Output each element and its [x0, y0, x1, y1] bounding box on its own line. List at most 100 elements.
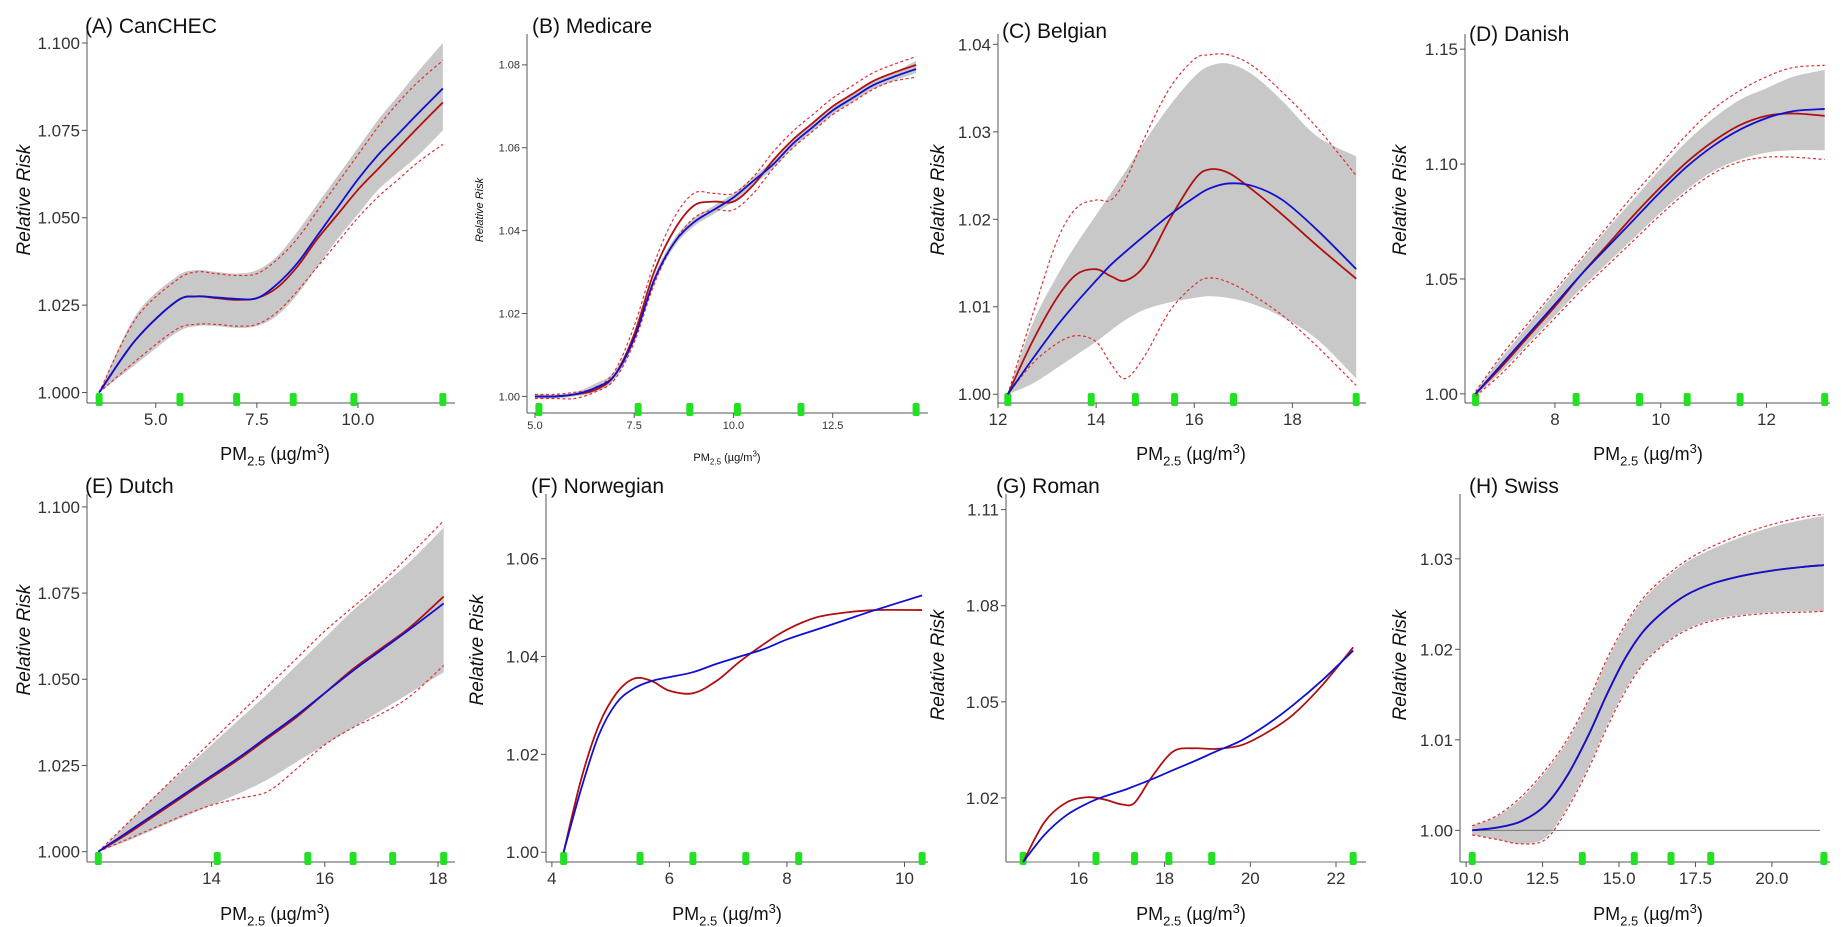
chart-chart-7-xtick-label: 12.5	[1526, 869, 1559, 888]
chart-chart-6-ylabel: Relative Risk	[928, 608, 949, 720]
chart-chart-4-xlabel: PM2.5 (µg/m3)	[220, 901, 330, 927]
chart-chart-2-knot-marker	[1087, 393, 1095, 406]
chart-chart-3-knot-marker	[1736, 393, 1744, 406]
chart-chart-1-knot-marker	[634, 403, 642, 416]
chart-chart-0-ytick-label: 1.000	[37, 383, 80, 402]
chart-chart-7-ci-upper-line	[1472, 513, 1824, 827]
chart-chart-4-xtick-label: 14	[202, 869, 221, 888]
chart-chart-1-ci-lower-line	[534, 76, 917, 400]
chart-chart-5-xtick-label: 8	[782, 869, 791, 888]
panel-0: 1.000 1.025 1.050 1.075 1.100 5.0 7.5 10.0 (A) C…	[14, 15, 455, 468]
chart-chart-0-confidence-band	[99, 42, 443, 393]
chart-chart-3-ci-upper-line	[1475, 64, 1825, 392]
chart-chart-2-xtick-label: 18	[1283, 410, 1302, 429]
panel-6: 1.02 1.05 1.08 1.11 16 18 20 22 (G) Roman PM2.5 (…	[928, 475, 1366, 927]
chart-chart-4-series-line	[97, 602, 445, 853]
chart-chart-3-ylabel: Relative Risk	[1390, 143, 1411, 255]
chart-chart-6-knot-marker	[1092, 852, 1100, 865]
chart-chart-5-title: (F) Norwegian	[531, 475, 664, 498]
chart-chart-1-xtick-label: 10.0	[723, 420, 744, 432]
chart-chart-7-ylabel: Relative Risk	[1390, 608, 1411, 720]
chart-chart-6-knot-marker	[1165, 852, 1173, 865]
panel-5: 1.00 1.02 1.04 1.06 4 6 8 10 (F) Norwegian PM2.5 …	[467, 475, 928, 927]
chart-chart-6-ytick-label: 1.05	[966, 693, 999, 712]
chart-chart-0-title: (A) CanCHEC	[85, 15, 217, 38]
chart-chart-0-knot-marker	[289, 393, 297, 406]
chart-chart-5-knot-marker	[560, 852, 568, 865]
chart-chart-7-xtick-label: 10.0	[1450, 869, 1483, 888]
chart-chart-7-knot-marker	[1578, 852, 1586, 865]
chart-chart-3-xtick-label: 10	[1651, 410, 1670, 429]
chart-chart-0-xlabel: PM2.5 (µg/m3)	[220, 441, 330, 469]
chart-chart-1-xtick-label: 12.5	[822, 420, 843, 432]
chart-chart-5-series-line	[562, 608, 923, 853]
chart-chart-6-ytick-label: 1.02	[966, 789, 999, 808]
chart-chart-2-ci-upper-line	[1007, 53, 1357, 395]
chart-chart-3-xtick-label: 8	[1550, 410, 1559, 429]
chart-chart-5-ytick-label: 1.04	[506, 647, 539, 666]
chart-chart-4-knot-marker	[440, 852, 448, 865]
chart-chart-7-ytick-label: 1.01	[1420, 731, 1453, 750]
chart-chart-7-knot-marker	[1707, 852, 1715, 865]
chart-chart-6-series-line	[1022, 649, 1354, 863]
chart-chart-1-ylabel: Relative Risk	[474, 177, 486, 242]
chart-chart-3-knot-marker	[1636, 393, 1644, 406]
chart-chart-5-xtick-label: 10	[895, 869, 914, 888]
chart-chart-6-series-line	[1022, 646, 1354, 863]
chart-chart-3-ytick-label: 1.00	[1425, 385, 1458, 404]
chart-chart-4-ci-upper-line	[97, 520, 445, 853]
chart-chart-0-xtick-label: 7.5	[245, 410, 269, 429]
chart-chart-6-xlabel: PM2.5 (µg/m3)	[1136, 901, 1246, 927]
chart-chart-1-knot-marker	[535, 403, 543, 416]
chart-chart-5-knot-marker	[636, 852, 644, 865]
chart-chart-7-xtick-label: 17.5	[1679, 869, 1712, 888]
chart-chart-3-ci-lower-line	[1475, 156, 1825, 397]
chart-chart-5-xtick-label: 6	[665, 869, 674, 888]
chart-chart-5-xlabel: PM2.5 (µg/m3)	[672, 901, 782, 927]
chart-chart-7-confidence-band	[1472, 516, 1824, 844]
chart-chart-1-confidence-band	[534, 60, 917, 399]
chart-chart-4-knot-marker	[213, 852, 221, 865]
chart-chart-1-knot-marker	[733, 403, 741, 416]
chart-chart-4-series-line	[97, 595, 445, 853]
chart-chart-4-ytick-label: 1.075	[37, 584, 80, 603]
chart-chart-3-xlabel: PM2.5 (µg/m3)	[1593, 441, 1703, 469]
chart-chart-7-knot-marker	[1820, 852, 1828, 865]
chart-chart-4-xtick-label: 18	[429, 869, 448, 888]
chart-chart-5-ytick-label: 1.02	[506, 745, 539, 764]
chart-chart-6-xtick-label: 16	[1069, 869, 1088, 888]
chart-chart-6-ytick-label: 1.11	[967, 501, 999, 520]
chart-chart-6-xtick-label: 18	[1155, 869, 1174, 888]
chart-chart-7-xlabel: PM2.5 (µg/m3)	[1593, 901, 1703, 927]
chart-chart-7-knot-marker	[1468, 852, 1476, 865]
chart-chart-2-ytick-label: 1.04	[958, 35, 991, 54]
chart-chart-0-xtick-label: 5.0	[144, 410, 168, 429]
chart-chart-1-ci-upper-line	[534, 56, 917, 396]
chart-chart-3-series-line	[1474, 108, 1825, 395]
chart-chart-7-knot-marker	[1667, 852, 1675, 865]
panel-3: 1.00 1.05 1.10 1.15 8 10 12 (D) Danish PM2.5 (µg…	[1390, 23, 1830, 468]
chart-chart-0-ci-lower-line	[98, 143, 444, 393]
chart-chart-3-ytick-label: 1.15	[1425, 40, 1458, 59]
chart-chart-6-knot-marker	[1019, 852, 1027, 865]
chart-chart-1-ytick-label: 1.00	[499, 391, 520, 403]
chart-chart-7-ytick-label: 1.00	[1420, 821, 1453, 840]
chart-chart-2-xtick-label: 16	[1185, 410, 1204, 429]
chart-chart-0-ytick-label: 1.025	[37, 296, 80, 315]
chart-chart-2-xlabel: PM2.5 (µg/m3)	[1136, 441, 1246, 469]
chart-chart-3-knot-marker	[1683, 393, 1691, 406]
chart-chart-4-ylabel: Relative Risk	[14, 583, 35, 695]
chart-chart-7-xtick-label: 15.0	[1602, 869, 1635, 888]
panel-7: 1.00 1.01 1.02 1.03 10.0 12.5 15.0 17.5 20.0 (H) …	[1390, 475, 1830, 927]
chart-chart-1-series-line	[534, 64, 917, 398]
chart-chart-3-confidence-band	[1475, 69, 1825, 397]
chart-chart-6-knot-marker	[1131, 852, 1139, 865]
chart-chart-3-ytick-label: 1.05	[1425, 270, 1458, 289]
chart-chart-5-series-line	[562, 594, 923, 853]
chart-chart-2-series-line	[1007, 182, 1357, 395]
chart-chart-2-xtick-label: 12	[989, 410, 1008, 429]
chart-chart-1-xtick-label: 5.0	[527, 420, 542, 432]
chart-chart-1-ytick-label: 1.04	[499, 225, 520, 237]
chart-chart-1-xtick-label: 7.5	[627, 420, 642, 432]
chart-chart-5-ylabel: Relative Risk	[467, 593, 488, 705]
